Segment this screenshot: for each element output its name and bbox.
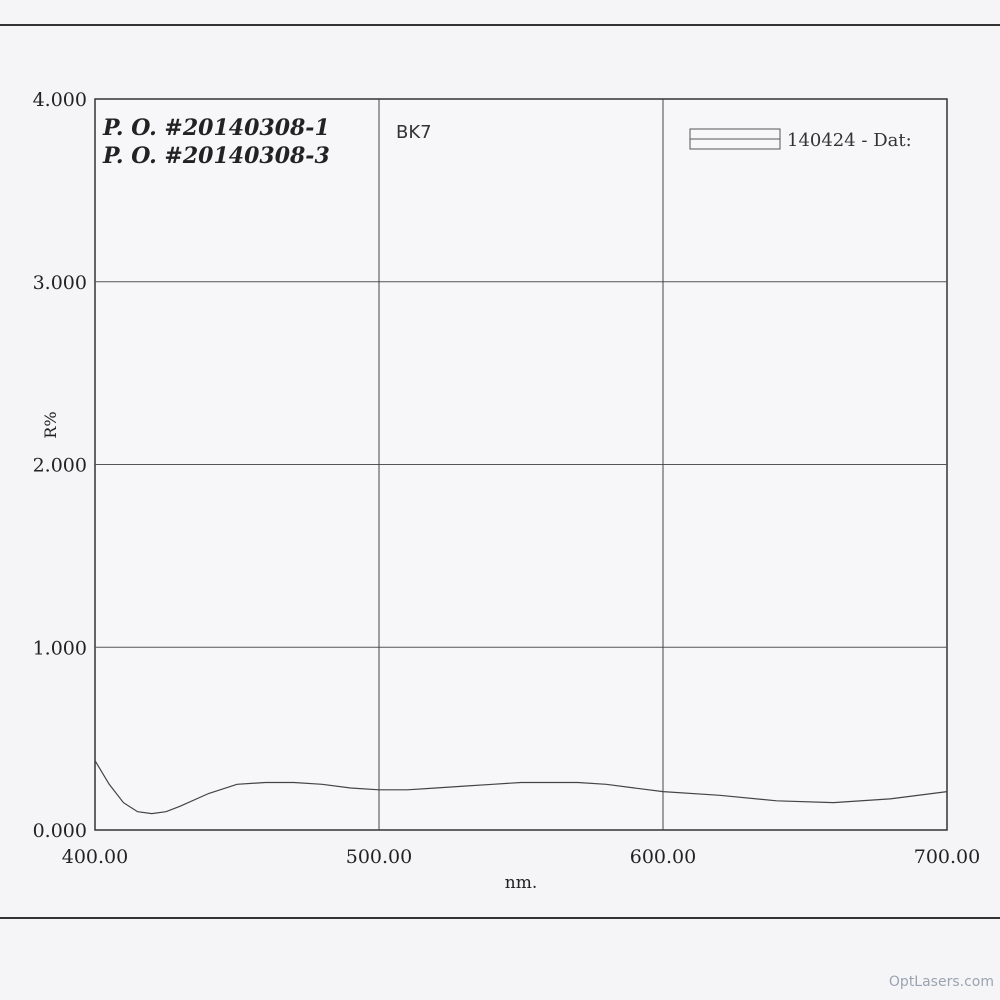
bottom-rule [0,917,1000,919]
y-tick-label: 0.000 [33,820,87,842]
x-axis-label: nm. [505,873,537,893]
annotation-material: BK7 [396,122,432,143]
annotation-po-3: P. O. #20140308-3 [102,143,330,169]
annotation-po-1: P. O. #20140308-1 [102,115,330,141]
watermark: OptLasers.com [888,974,994,990]
y-tick-label: 3.000 [33,272,87,294]
y-axis-label: R% [41,411,60,438]
series-line [94,760,948,815]
x-tick-label: 600.00 [630,846,696,868]
y-tick-label: 1.000 [33,637,87,659]
legend-label: 140424 - Dat: [787,130,912,151]
x-tick-label: 700.00 [914,846,980,868]
y-tick-label: 2.000 [33,455,87,477]
top-rule [0,24,1000,26]
y-tick-label: 4.000 [33,89,87,111]
x-tick-label: 400.00 [62,846,128,868]
x-tick-label: 500.00 [346,846,412,868]
